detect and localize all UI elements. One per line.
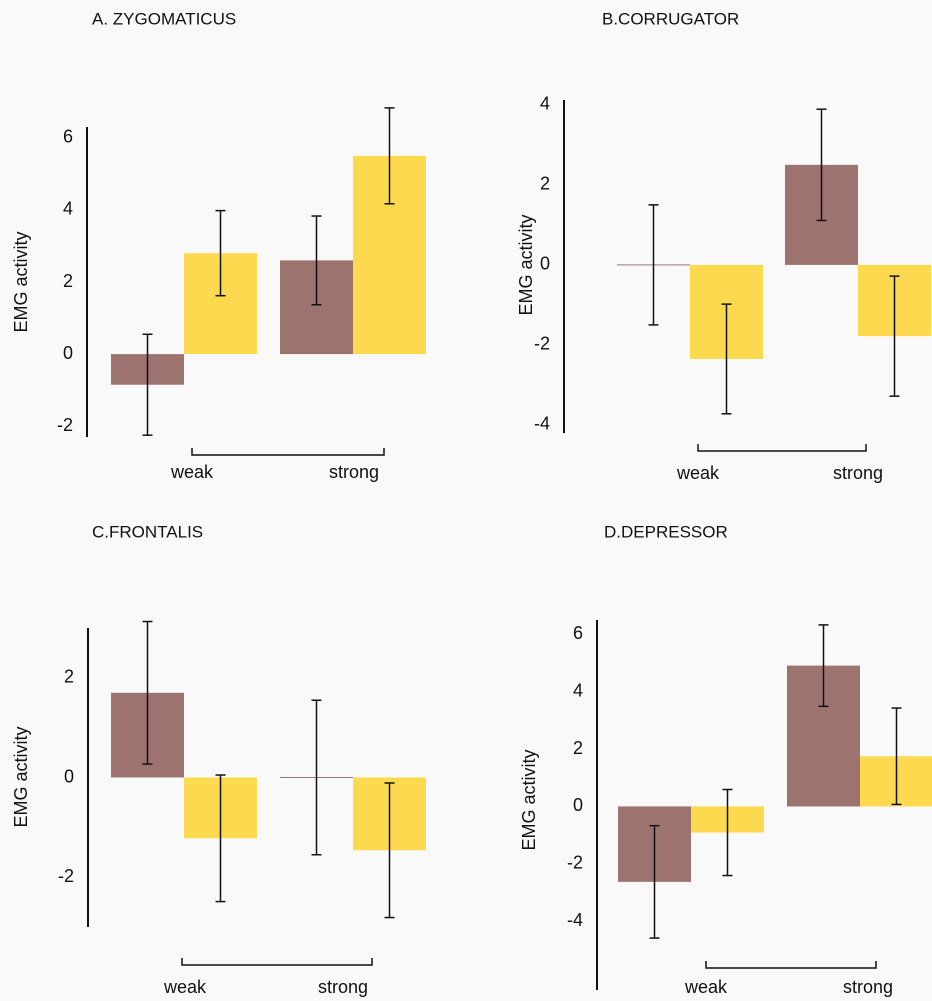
x-tick-label: weak [676,463,720,483]
error-bar [142,620,153,765]
y-axis-label: EMG activity [11,726,31,827]
y-tick-label: 6 [573,623,583,643]
y-axis-label: EMG activity [516,214,536,315]
x-tick-label: strong [329,462,379,482]
x-tick-label: weak [170,462,214,482]
y-tick-label: 0 [573,795,583,815]
panel: D.DEPRESSOR EMG activity -4 -2 0 2 4 6 weak stron… [519,522,932,997]
y-tick-label: 0 [64,766,74,786]
error-bar [648,204,659,326]
panel: B.CORRUGATOR EMG activity -4 -2 0 2 4 weak stron… [516,9,931,483]
y-tick-label: -4 [567,910,583,930]
error-bar [384,107,395,205]
error-bar [215,209,226,297]
panel-title: D.DEPRESSOR [604,522,728,541]
y-tick-label: 2 [64,667,74,687]
y-tick-label: -4 [534,414,550,434]
y-tick-label: 2 [63,271,73,291]
y-axis-label: EMG activity [11,231,31,332]
y-tick-label: -2 [534,334,550,354]
panel: C.FRONTALIS EMG activity -2 0 2 weak strong [11,522,426,997]
x-tick-label: strong [318,977,368,997]
y-tick-label: 2 [540,174,550,194]
error-bar [721,303,732,415]
error-bar [311,215,322,306]
y-axis-label: EMG activity [519,749,539,850]
y-tick-label: -2 [58,866,74,886]
y-tick-label: -2 [57,415,73,435]
x-tick-label: weak [684,977,728,997]
y-tick-label: -2 [567,853,583,873]
y-tick-label: 4 [540,94,550,114]
panel-title: B.CORRUGATOR [602,9,739,28]
panel-title: A. ZYGOMATICUS [92,9,236,28]
category-bracket [181,958,373,966]
y-tick-label: 4 [63,199,73,219]
category-bracket [705,961,877,969]
category-bracket [697,444,867,452]
panel: A. ZYGOMATICUS EMG activity -2 0 2 4 6 weak stro… [11,9,426,482]
x-tick-label: strong [833,463,883,483]
panel-title: C.FRONTALIS [92,522,203,541]
error-bar [215,774,226,903]
y-tick-label: 0 [540,254,550,274]
x-tick-label: strong [843,977,893,997]
y-tick-label: 0 [63,343,73,363]
x-tick-label: weak [163,977,207,997]
y-tick-label: 4 [573,680,583,700]
error-bar [142,333,153,436]
error-bar [818,624,829,708]
error-bar [816,108,827,222]
error-bar [384,782,395,919]
category-bracket [191,448,385,456]
error-bar [311,699,322,856]
error-bar [649,824,660,939]
error-bar [891,707,902,806]
error-bar [722,788,733,877]
y-tick-label: 6 [63,127,73,147]
error-bar [889,275,900,397]
y-tick-label: 2 [573,738,583,758]
